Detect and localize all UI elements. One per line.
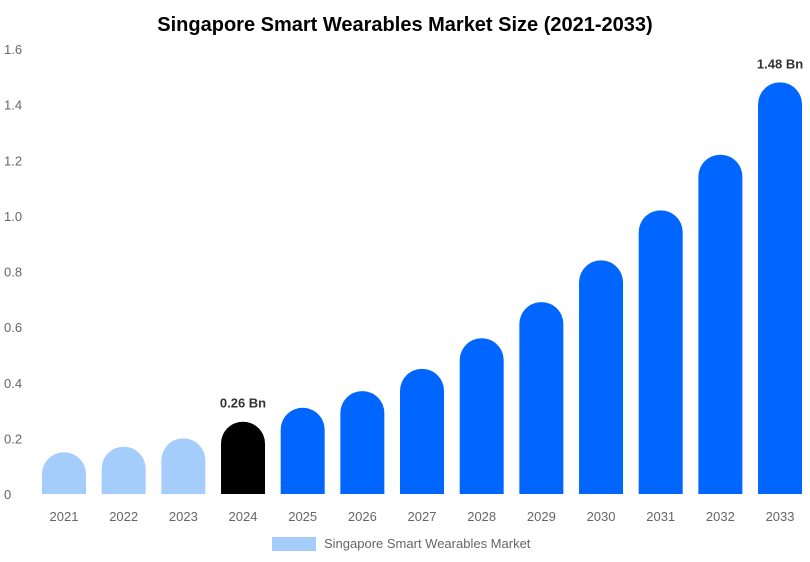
x-tick-label: 2021 xyxy=(50,509,79,524)
x-tick-label: 2031 xyxy=(646,509,675,524)
bars xyxy=(42,82,803,494)
bar-2032[interactable] xyxy=(698,154,743,494)
chart-title: Singapore Smart Wearables Market Size (2… xyxy=(157,14,652,36)
bar-2026[interactable] xyxy=(340,391,385,494)
legend[interactable]: Singapore Smart Wearables Market xyxy=(272,536,531,551)
y-tick-label: 1.0 xyxy=(4,209,22,224)
bar-2025[interactable] xyxy=(280,407,325,494)
y-tick-label: 0.6 xyxy=(4,320,22,335)
data-labels: 0.26 Bn 1.48 Bn xyxy=(220,56,803,410)
x-tick-label: 2023 xyxy=(169,509,198,524)
bar-2024[interactable] xyxy=(221,421,266,494)
x-axis: 2021 2022 2023 2024 2025 2026 2027 2028 2029 2030… xyxy=(50,509,795,524)
y-tick-label: 0.2 xyxy=(4,431,22,446)
y-tick-label: 1.2 xyxy=(4,153,22,168)
x-tick-label: 2032 xyxy=(706,509,735,524)
y-tick-label: 0.8 xyxy=(4,265,22,280)
x-tick-label: 2029 xyxy=(527,509,556,524)
y-axis: 0 0.2 0.4 0.6 0.8 1.0 1.2 1.4 1.6 xyxy=(4,42,22,502)
bar-2031[interactable] xyxy=(638,210,683,494)
x-tick-label: 2025 xyxy=(288,509,317,524)
legend-label: Singapore Smart Wearables Market xyxy=(324,536,531,551)
y-tick-label: 1.6 xyxy=(4,42,22,57)
y-tick-label: 0.4 xyxy=(4,376,22,391)
bar-2027[interactable] xyxy=(400,368,445,494)
x-tick-label: 2027 xyxy=(408,509,437,524)
bar-2021[interactable] xyxy=(42,452,86,494)
x-tick-label: 2026 xyxy=(348,509,377,524)
y-tick-label: 1.4 xyxy=(4,98,22,113)
x-tick-label: 2028 xyxy=(467,509,496,524)
legend-swatch xyxy=(272,537,316,551)
bar-2030[interactable] xyxy=(579,260,624,494)
data-label-2024: 0.26 Bn xyxy=(220,396,266,411)
bar-2023[interactable] xyxy=(161,438,206,494)
y-tick-label: 0 xyxy=(4,487,11,502)
data-label-2033: 1.48 Bn xyxy=(757,56,803,71)
x-tick-label: 2030 xyxy=(587,509,616,524)
x-tick-label: 2022 xyxy=(109,509,138,524)
x-tick-label: 2033 xyxy=(766,509,795,524)
bar-2022[interactable] xyxy=(101,446,146,494)
bar-2029[interactable] xyxy=(519,302,564,494)
bar-2033[interactable] xyxy=(758,82,803,494)
bar-2028[interactable] xyxy=(459,338,504,494)
x-tick-label: 2024 xyxy=(229,509,258,524)
